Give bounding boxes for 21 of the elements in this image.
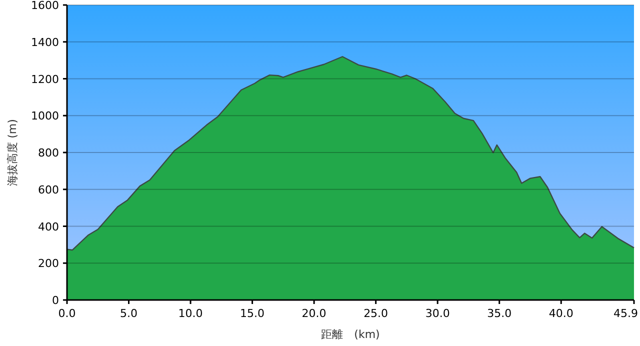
y-tick-label: 1200 — [31, 72, 59, 86]
x-tick-label: 45.9 — [614, 307, 638, 320]
y-tick-label: 200 — [38, 257, 59, 270]
x-tick-label: 10.0 — [178, 307, 203, 320]
x-tick-label: 40.0 — [548, 307, 574, 320]
y-tick-label: 600 — [38, 183, 59, 196]
y-tick-label: 1400 — [31, 36, 59, 49]
y-tick-label: 800 — [38, 146, 59, 160]
y-tick-label: 1600 — [31, 0, 59, 12]
y-tick-label: 0 — [52, 294, 59, 307]
x-tick-label: 0.0 — [58, 307, 76, 320]
y-tick-label: 1000 — [31, 110, 59, 123]
x-tick-label: 5.0 — [120, 307, 138, 320]
x-tick-label: 30.0 — [425, 307, 450, 320]
x-tick-label: 35.0 — [487, 307, 512, 320]
x-axis-title: 距離 (km) — [321, 328, 380, 341]
x-tick-label: 20.0 — [302, 307, 326, 320]
x-tick-label: 15.0 — [240, 307, 265, 320]
y-tick-label: 400 — [38, 220, 59, 234]
y-axis-title: 海拔高度 (m) — [6, 119, 19, 186]
x-tick-label: 25.0 — [364, 307, 388, 320]
